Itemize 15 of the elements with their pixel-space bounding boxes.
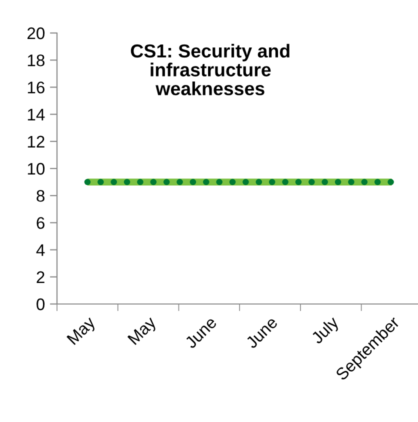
y-tick-label: 20 [27,27,45,40]
y-tick-label: 18 [28,54,44,66]
x-tick-label: May [66,316,98,348]
y-tick-label: 4 [36,244,45,256]
x-tick-label: May [127,316,160,348]
y-tick-label: 8 [36,190,44,202]
y-tick-label: 6 [36,217,44,229]
y-tick-label: 2 [36,271,44,283]
x-tick-label: July [310,315,342,347]
y-tick-label: 14 [28,108,45,120]
y-tick-label: 12 [28,136,44,148]
y-tick-label: 0 [36,298,45,310]
text: CS1: Security and infrastructure weaknesses [130,44,290,96]
y-tick-label: 10 [28,162,45,175]
y-tick-label: 16 [28,82,44,94]
